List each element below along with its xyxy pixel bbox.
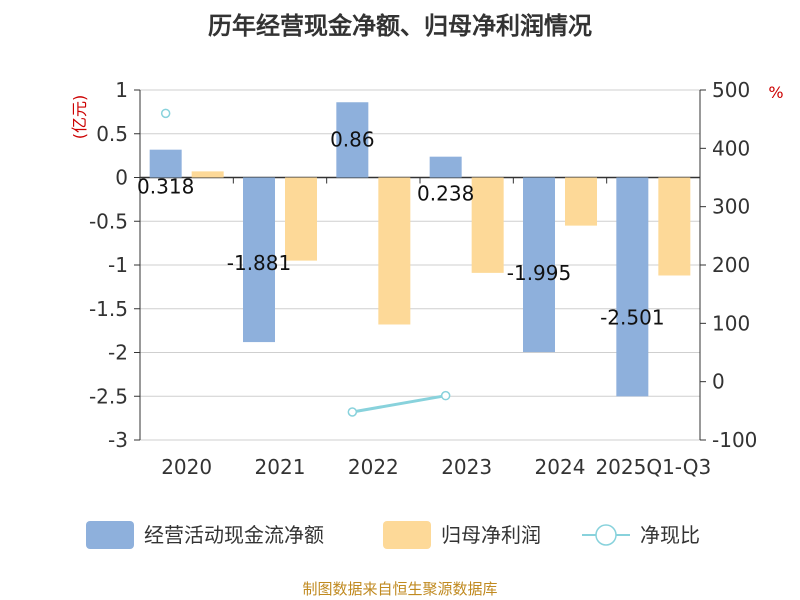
right-axis-unit: % xyxy=(768,83,783,102)
legend: 经营活动现金流净额 归母净利润 净现比 xyxy=(86,521,700,549)
bar-net-profit xyxy=(658,177,691,276)
bar-value-label: -1.995 xyxy=(507,261,571,285)
bar-net-profit xyxy=(378,177,411,325)
right-tick-label: 400 xyxy=(712,136,750,160)
x-tick-label: 2020 xyxy=(161,455,212,479)
chart-title: 历年经营现金净额、归母净利润情况 xyxy=(208,12,592,40)
right-tick-label: 100 xyxy=(712,311,750,335)
left-axis: 1 0.5 0 -0.5 -1 -1.5 -2 -2.5 -3 xyxy=(89,78,141,452)
bar-cashflow xyxy=(336,102,369,178)
x-tick-label: 2024 xyxy=(535,455,586,479)
right-tick-label: 500 xyxy=(712,78,750,102)
right-tick-label: 200 xyxy=(712,253,750,277)
bar-net-profit xyxy=(285,177,317,261)
x-tick-label: 2022 xyxy=(348,455,399,479)
bar-value-label: 0.238 xyxy=(417,182,474,206)
legend-label: 经营活动现金流净额 xyxy=(144,523,324,547)
ratio-point xyxy=(160,108,171,119)
bar-cashflow xyxy=(149,149,182,178)
right-tick-label: 300 xyxy=(712,195,750,219)
gridlines xyxy=(140,89,700,441)
x-tick-label: 2023 xyxy=(441,455,492,479)
bar-value-label: -1.881 xyxy=(227,251,291,275)
ratio-point xyxy=(347,407,358,417)
x-tick-label: 2021 xyxy=(255,455,306,479)
right-axis: 500 400 300 200 100 0 -100 xyxy=(699,78,757,452)
left-tick-label: -2.5 xyxy=(89,384,128,408)
left-tick-label: 0 xyxy=(115,166,128,190)
left-tick-label: 0.5 xyxy=(96,122,128,146)
legend-label: 归母净利润 xyxy=(441,523,541,547)
bar-value-label: 0.86 xyxy=(330,127,375,151)
bar-cashflow xyxy=(243,177,275,343)
legend-swatch xyxy=(86,521,134,549)
bar-value-label: -2.501 xyxy=(600,305,664,329)
bar-net-profit xyxy=(191,171,224,178)
left-tick-label: -3 xyxy=(108,428,128,452)
bar-net-profit xyxy=(471,177,504,273)
left-tick-label: -1 xyxy=(108,253,128,277)
bar-value-label: 0.318 xyxy=(137,175,194,199)
left-tick-label: 1 xyxy=(115,78,128,102)
legend-swatch xyxy=(383,521,431,549)
legend-label: 净现比 xyxy=(640,523,700,547)
bar-cashflow xyxy=(616,177,649,397)
legend-marker xyxy=(595,524,617,546)
left-axis-unit: (亿元) xyxy=(70,95,89,140)
bar-cashflow xyxy=(429,156,462,178)
ratio-line xyxy=(160,108,451,417)
bar-net-profit xyxy=(565,177,597,226)
x-tick-label: 2025Q1-Q3 xyxy=(595,455,711,479)
left-tick-label: -2 xyxy=(108,341,128,365)
x-axis: 2020 2021 2022 2023 2024 2025Q1-Q3 xyxy=(161,177,711,479)
left-tick-label: -1.5 xyxy=(89,297,128,321)
bar-labels: 0.318 -1.881 0.86 0.238 -1.995 -2.501 xyxy=(137,127,665,329)
source-note: 制图数据来自恒生聚源数据库 xyxy=(302,580,497,598)
left-tick-label: -0.5 xyxy=(89,209,128,233)
bars xyxy=(149,102,691,397)
ratio-point xyxy=(440,390,451,401)
right-tick-label: 0 xyxy=(712,370,725,394)
ratio-line-segment xyxy=(352,394,446,414)
bar-cashflow xyxy=(523,177,555,353)
right-tick-label: -100 xyxy=(712,428,757,452)
